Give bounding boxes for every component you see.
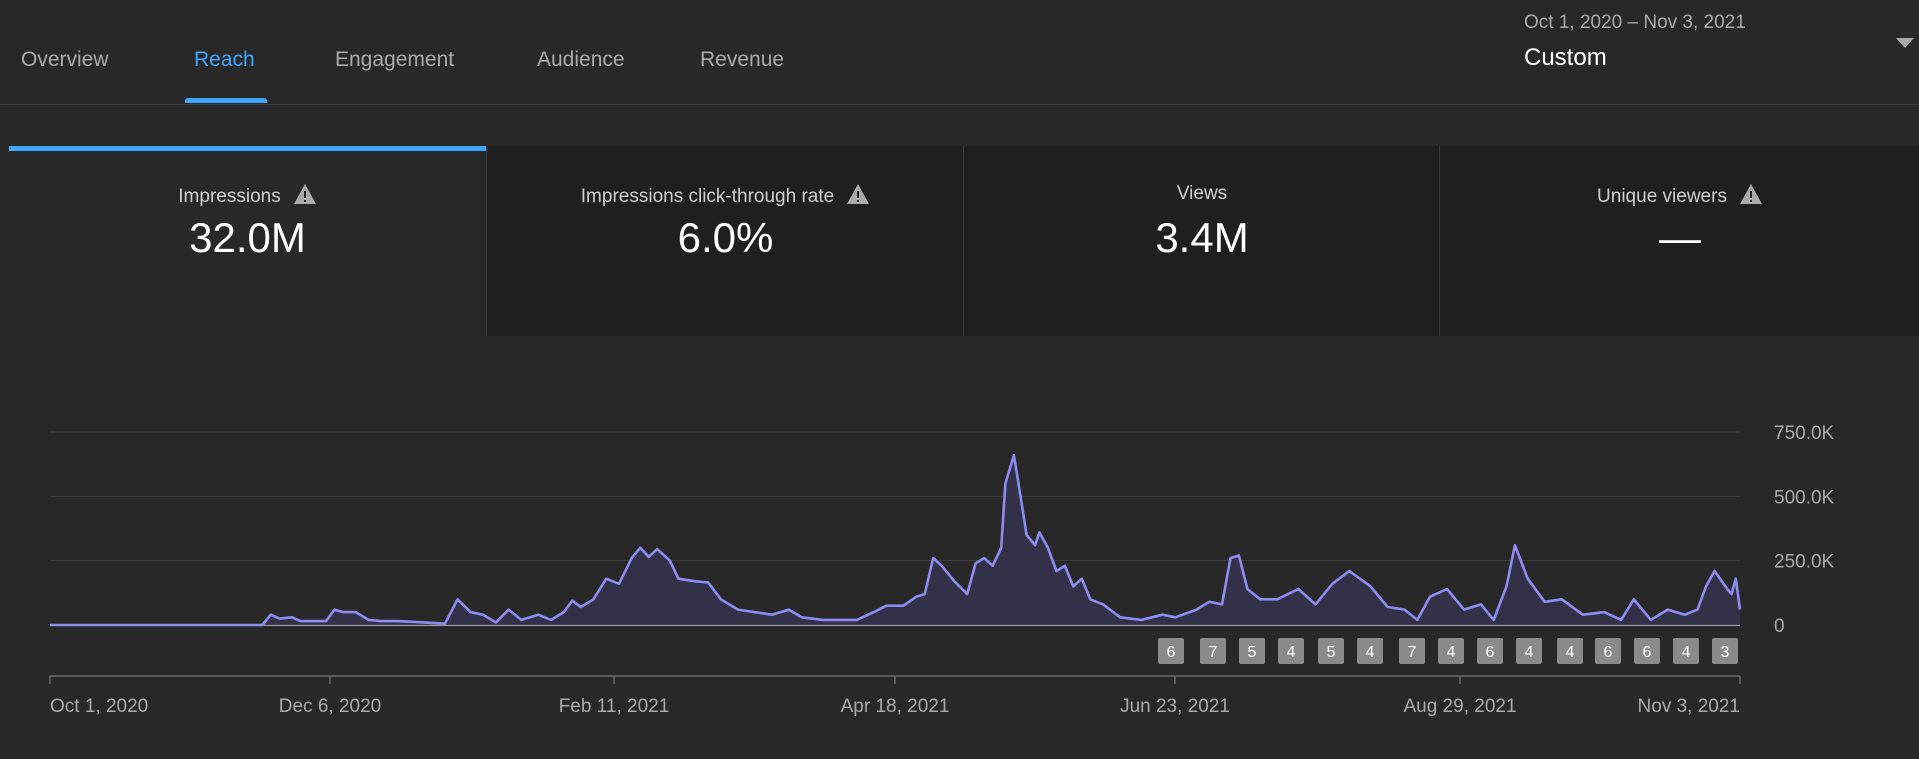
analytics-tab-bar: Overview Reach Engagement Audience Reven… [0, 0, 1919, 105]
annotation-badge-label: 7 [1209, 644, 1218, 661]
metric-cards: Impressions 32.0M Impressions click-thro… [9, 146, 1919, 336]
annotation-badge-label: 4 [1566, 644, 1575, 661]
metric-value: — [1659, 214, 1701, 261]
metric-value: 32.0M [189, 214, 306, 261]
y-tick-label: 750.0K [1774, 423, 1835, 444]
warning-triangle-icon[interactable] [293, 183, 317, 211]
annotation-badge-label: 4 [1366, 644, 1375, 661]
x-tick-label: Feb 11, 2021 [559, 696, 670, 717]
annotation-badge [1239, 638, 1265, 664]
annotation-badge [1357, 638, 1383, 664]
metric-title: Impressions [178, 186, 281, 207]
date-range-dropdown[interactable]: Oct 1, 2020 – Nov 3, 2021 Custom [1524, 10, 1914, 80]
series-line-impressions [50, 453, 1742, 627]
y-tick-label: 500.0K [1774, 487, 1835, 508]
annotation-badge-label: 3 [1721, 644, 1730, 661]
x-tick-label: Aug 29, 2021 [1403, 696, 1516, 717]
warning-triangle-icon[interactable] [1739, 183, 1763, 211]
annotation-badge [1595, 638, 1621, 664]
metric-title: Unique viewers [1597, 186, 1727, 207]
annotation-badge-label: 5 [1248, 644, 1257, 661]
metric-value: 6.0% [677, 214, 774, 261]
annotation-badge [1477, 638, 1503, 664]
tab-overview[interactable]: Overview [21, 48, 109, 71]
date-range-text: Oct 1, 2020 – Nov 3, 2021 [1524, 12, 1746, 33]
y-tick-label: 0 [1774, 616, 1785, 637]
tab-engagement[interactable]: Engagement [335, 48, 455, 71]
annotation-badge [1278, 638, 1304, 664]
y-tick-label: 250.0K [1774, 552, 1835, 573]
annotation-badge [1399, 638, 1425, 664]
active-tab-indicator [185, 98, 267, 103]
date-range-label: Custom [1524, 44, 1607, 71]
annotation-badge-label: 5 [1327, 644, 1336, 661]
annotation-badge [1712, 638, 1738, 664]
series-area [50, 455, 1740, 625]
x-tick-label: Nov 3, 2021 [1638, 696, 1740, 717]
active-card-indicator [9, 146, 486, 151]
annotation-badge-label: 7 [1408, 644, 1417, 661]
x-tick-label: Apr 18, 2021 [841, 696, 950, 717]
metric-title: Impressions click-through rate [580, 186, 835, 207]
impressions-chart[interactable]: 750.0K 500.0K 250.0K 0 6 7 5 4 5 4 7 4 6 4 4 6 6 4 3 Oct 1,… [0, 400, 1919, 759]
annotation-badge-label: 6 [1167, 644, 1176, 661]
warning-triangle-icon[interactable] [846, 183, 870, 211]
metric-card-impressions[interactable]: Impressions 32.0M [9, 146, 486, 336]
metric-card-unique-viewers[interactable]: Unique viewers — [1439, 146, 1919, 336]
annotation-badge-label: 6 [1604, 644, 1613, 661]
annotation-badge-label: 4 [1525, 644, 1534, 661]
metric-title: Views [1176, 183, 1228, 204]
caret-down-icon[interactable] [1896, 38, 1914, 48]
annotation-badge-label: 6 [1486, 644, 1495, 661]
annotation-badge [1318, 638, 1344, 664]
annotation-badge-label: 6 [1643, 644, 1652, 661]
tab-revenue[interactable]: Revenue [700, 48, 785, 71]
annotation-badge [1438, 638, 1464, 664]
annotation-badge-label: 4 [1447, 644, 1456, 661]
x-tick-label: Oct 1, 2020 [50, 696, 148, 717]
annotation-badge-label: 4 [1682, 644, 1691, 661]
x-tick-label: Dec 6, 2020 [279, 696, 381, 717]
annotation-badge [1200, 638, 1226, 664]
metric-value: 3.4M [1155, 214, 1249, 261]
annotation-badge [1158, 638, 1184, 664]
annotation-badge [1516, 638, 1542, 664]
x-tick-label: Jun 23, 2021 [1120, 696, 1230, 717]
metric-card-ctr[interactable]: Impressions click-through rate 6.0% [486, 146, 964, 336]
tab-reach[interactable]: Reach [194, 48, 255, 71]
tab-audience[interactable]: Audience [537, 48, 625, 71]
metric-card-views[interactable]: Views 3.4M [963, 146, 1440, 336]
annotation-badge [1634, 638, 1660, 664]
annotation-badge [1673, 638, 1699, 664]
annotation-badge-label: 4 [1287, 644, 1296, 661]
annotation-badge [1557, 638, 1583, 664]
